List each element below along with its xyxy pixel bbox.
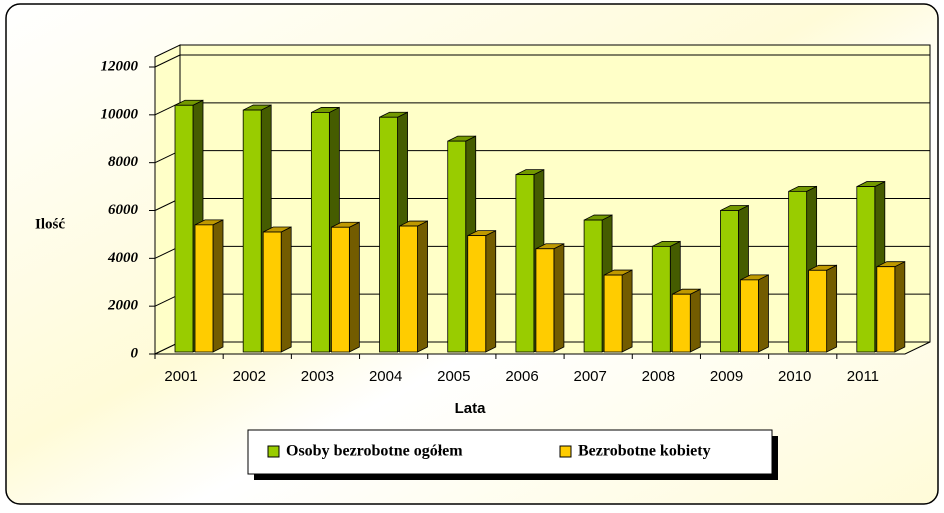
x-tick-label: 2005 xyxy=(437,368,470,385)
y-tick-label: 12000 xyxy=(101,58,139,74)
x-tick-label: 2006 xyxy=(505,368,538,385)
x-tick-label: 2008 xyxy=(642,368,675,385)
bar-face xyxy=(467,235,487,353)
x-tick-label: 2010 xyxy=(778,368,811,385)
bar-face xyxy=(280,226,292,353)
bar-face xyxy=(515,174,535,353)
bar xyxy=(603,269,633,353)
bar-face xyxy=(174,104,194,353)
bar-face xyxy=(399,225,418,353)
bar-face xyxy=(856,186,876,353)
y-tick-label: 8000 xyxy=(108,154,139,170)
bar xyxy=(740,274,769,353)
legend-label: Bezrobotne kobiety xyxy=(578,443,711,460)
bar-face xyxy=(447,140,467,353)
bar-face xyxy=(212,219,224,353)
bar-face xyxy=(689,288,701,353)
legend-swatch xyxy=(559,445,572,458)
y-axis-title: Ilość xyxy=(35,216,65,232)
bar-face xyxy=(740,279,759,353)
bar-face xyxy=(242,109,262,353)
y-tick-label: 2000 xyxy=(107,298,139,314)
bar-face xyxy=(788,190,808,353)
bar-face xyxy=(826,264,838,353)
bar xyxy=(194,219,224,353)
y-tick-label: 4000 xyxy=(107,250,139,266)
bar-face xyxy=(621,269,633,353)
y-tick-label: 10000 xyxy=(101,106,139,122)
bar-face xyxy=(876,266,896,353)
bar xyxy=(399,220,428,353)
x-tick-label: 2009 xyxy=(710,368,743,385)
grid-line xyxy=(154,54,181,68)
bar xyxy=(808,264,838,353)
bar-face xyxy=(651,245,671,353)
bar xyxy=(671,288,701,353)
bar-face xyxy=(553,243,565,353)
bar xyxy=(535,243,565,353)
bar-face xyxy=(485,229,497,353)
bar-face xyxy=(194,224,214,353)
bar-face xyxy=(535,248,555,353)
bar-face xyxy=(894,261,906,353)
bar-face xyxy=(417,220,428,353)
bar xyxy=(330,221,360,353)
bar xyxy=(467,229,497,353)
bar xyxy=(876,261,906,353)
bar-face xyxy=(758,274,769,353)
x-tick-label: 2001 xyxy=(164,368,197,385)
x-tick-label: 2003 xyxy=(301,368,334,385)
legend-swatch xyxy=(267,445,280,458)
bar-face xyxy=(671,293,691,353)
bar-face xyxy=(330,226,350,353)
bar-face xyxy=(808,269,828,353)
x-tick-label: 2007 xyxy=(573,368,606,385)
bar-face xyxy=(720,210,739,353)
x-tick-label: 2004 xyxy=(369,368,402,385)
x-tick-label: 2002 xyxy=(233,368,266,385)
bar xyxy=(262,226,292,353)
bar-face xyxy=(379,116,398,353)
x-tick-label: 2011 xyxy=(847,368,879,385)
y-tick-label: 0 xyxy=(131,345,139,361)
bar-face xyxy=(603,274,623,353)
bar-face xyxy=(310,112,330,353)
x-axis-title: Lata xyxy=(455,400,487,417)
legend-label: Osoby bezrobotne ogółem xyxy=(286,443,463,460)
bar-face xyxy=(262,231,282,353)
legend xyxy=(247,429,773,475)
bar-face xyxy=(348,221,360,353)
y-tick-label: 6000 xyxy=(108,202,139,218)
bar-face xyxy=(583,219,603,353)
